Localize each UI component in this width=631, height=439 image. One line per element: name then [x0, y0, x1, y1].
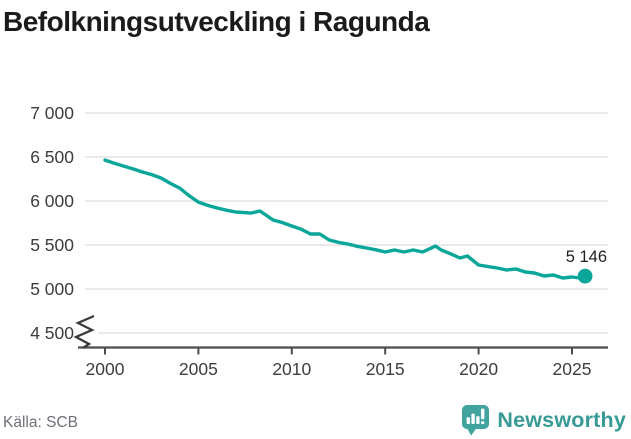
y-tick-label: 7 000 [30, 103, 74, 123]
bar-chart-glyph [466, 408, 485, 425]
x-tick-label: 2015 [366, 359, 405, 379]
newsworthy-wordmark: Newsworthy [497, 407, 626, 432]
population-line [103, 158, 587, 280]
y-tick-label: 4 500 [30, 323, 74, 343]
chart-title: Befolkningsutveckling i Ragunda [3, 6, 430, 37]
y-tick-label: 5 500 [30, 235, 74, 255]
speech-bubble-shape [462, 405, 490, 436]
x-tick-label: 2010 [272, 359, 311, 379]
x-tick-label: 2000 [86, 359, 125, 379]
newsworthy-logo: Newsworthy [461, 403, 626, 437]
y-tick-label: 6 000 [30, 191, 74, 211]
axis-break-icon [73, 314, 95, 349]
newsworthy-logo-icon [462, 405, 490, 436]
x-tick-label: 2025 [553, 359, 592, 379]
y-tick-label: 5 000 [30, 279, 74, 299]
end-point-marker [577, 268, 593, 284]
y-tick-label: 6 500 [30, 147, 74, 167]
source-caption: Källa: SCB [3, 414, 78, 431]
end-point-label: 5 146 [566, 248, 607, 266]
x-tick-label: 2020 [459, 359, 498, 379]
x-tick-label: 2005 [179, 359, 218, 379]
